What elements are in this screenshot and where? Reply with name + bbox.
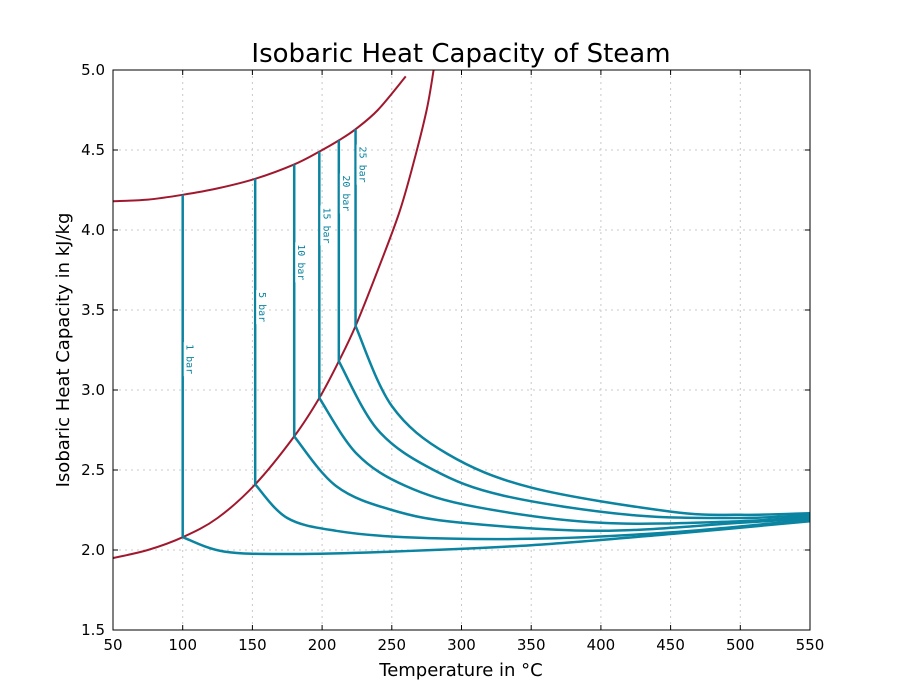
x-tick-label: 350 xyxy=(517,636,546,654)
x-tick-label: 550 xyxy=(796,636,825,654)
isobar-label-background xyxy=(320,205,332,246)
chart-title: Isobaric Heat Capacity of Steam xyxy=(251,39,670,69)
x-tick-label: 150 xyxy=(238,636,267,654)
isobar-superheated-line xyxy=(254,483,810,541)
x-tick-label: 450 xyxy=(656,636,685,654)
isobar-superheated-line xyxy=(354,325,810,517)
isobar-label: 20 bar xyxy=(340,175,351,211)
y-tick-label: 4.5 xyxy=(81,141,105,159)
x-tick-label: 300 xyxy=(447,636,476,654)
y-tick-label: 2.0 xyxy=(81,541,105,559)
grid xyxy=(113,70,810,630)
y-tick-label: 5.0 xyxy=(81,61,105,79)
plot-area xyxy=(113,70,810,559)
y-tick-label: 1.5 xyxy=(81,621,105,639)
isobar-label-background xyxy=(356,144,368,185)
isobar-label: 25 bar xyxy=(357,147,368,183)
x-tick-label: 100 xyxy=(168,636,197,654)
isobar-labels: 1 bar 5 bar 10 bar 15 bar 20 bar 25 bar xyxy=(183,144,368,377)
isobar-label-background xyxy=(256,290,268,325)
axis-ticks: 50 100 150 200 250 300 350 400 450 500 550 1.5 2.0 2.… xyxy=(81,61,824,654)
isobar-label: 1 bar xyxy=(184,344,195,374)
y-tick-label: 2.5 xyxy=(81,461,105,479)
y-tick-label: 3.0 xyxy=(81,381,105,399)
x-tick-label: 200 xyxy=(308,636,337,654)
isobar-superheated-line xyxy=(182,519,810,556)
saturated-vapor-line xyxy=(113,70,435,559)
x-tick-label: 50 xyxy=(103,636,122,654)
isobar-label-background xyxy=(183,342,195,377)
x-axis-label: Temperature in °C xyxy=(378,660,542,681)
isobar-label: 5 bar xyxy=(256,292,267,322)
isobar-label-background xyxy=(339,173,351,214)
isobar-label: 10 bar xyxy=(295,244,306,280)
isobar-superheated-line xyxy=(293,435,810,533)
y-tick-label: 3.5 xyxy=(81,301,105,319)
x-tick-label: 500 xyxy=(726,636,755,654)
isobar-superheated-line xyxy=(337,360,810,520)
isobar-label-background xyxy=(295,242,307,283)
y-tick-label: 4.0 xyxy=(81,221,105,239)
y-axis-label: Isobaric Heat Capacity in kJ/kg xyxy=(53,213,74,488)
isobar-superheated-line xyxy=(318,397,810,525)
x-tick-label: 400 xyxy=(587,636,616,654)
isobar-label: 15 bar xyxy=(320,207,331,243)
x-tick-label: 250 xyxy=(377,636,406,654)
